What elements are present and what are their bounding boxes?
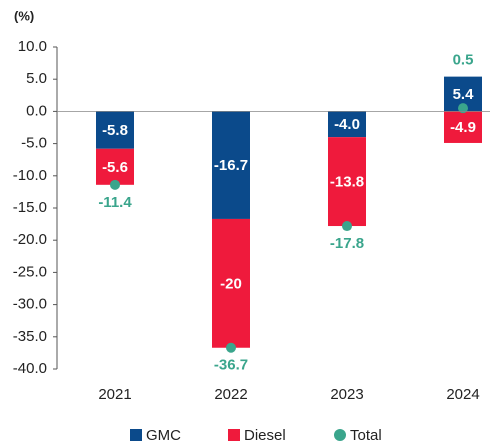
y-tick-label: -10.0 [13, 167, 47, 184]
total-dot [226, 342, 236, 353]
legend-marker [334, 429, 346, 441]
bar-segment [96, 148, 134, 185]
legend-label: GMC [146, 427, 181, 444]
total-label: -17.8 [330, 235, 364, 252]
value-label: -4.9 [450, 119, 476, 136]
y-tick-label: -35.0 [13, 328, 47, 345]
value-label: -4.0 [334, 116, 360, 133]
x-tick-label: 2022 [214, 386, 247, 403]
y-tick-label: -15.0 [13, 199, 47, 216]
value-label: -5.8 [102, 122, 128, 139]
total-dot [110, 179, 120, 190]
total-dot [342, 221, 352, 232]
y-tick-label: 10.0 [18, 38, 47, 55]
value-label: -5.6 [102, 159, 128, 176]
x-tick-label: 2021 [98, 386, 131, 403]
value-label: -20 [220, 275, 242, 292]
bar-segment [96, 111, 134, 149]
legend-label: Total [350, 427, 382, 444]
x-tick-label: 2023 [330, 386, 363, 403]
x-tick-label: 2024 [446, 386, 479, 403]
y-tick-label: -20.0 [13, 231, 47, 248]
y-tick-label: -5.0 [21, 135, 47, 152]
legend-marker [130, 429, 142, 441]
y-tick-label: 5.0 [26, 70, 47, 87]
y-tick-label: -25.0 [13, 263, 47, 280]
value-label: 5.4 [453, 86, 475, 103]
y-tick-label: 0.0 [26, 102, 47, 119]
value-label: -16.7 [214, 157, 248, 174]
total-label: 0.5 [453, 52, 474, 69]
bar-segment [328, 137, 366, 227]
value-label: -13.8 [330, 174, 364, 191]
bar-segment [328, 111, 366, 138]
bar-segment [444, 111, 482, 143]
legend-label: Diesel [244, 427, 286, 444]
bar-segment [212, 218, 250, 348]
total-dot [458, 103, 468, 114]
bar-segment [212, 111, 250, 219]
y-tick-label: -40.0 [13, 360, 47, 377]
total-label: -36.7 [214, 357, 248, 374]
total-label: -11.4 [98, 194, 132, 211]
legend-marker [228, 429, 240, 441]
y-tick-label: -30.0 [13, 296, 47, 313]
y-axis-label: (%) [14, 8, 34, 23]
